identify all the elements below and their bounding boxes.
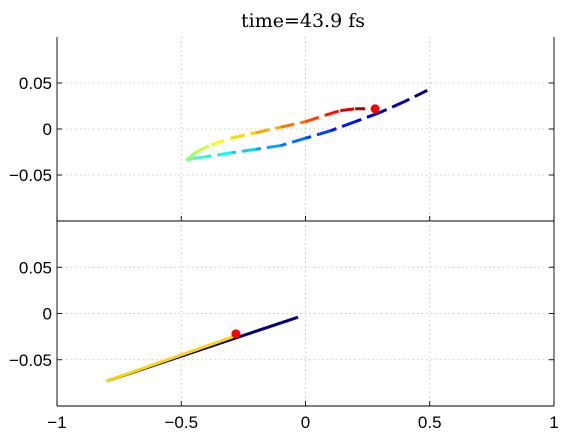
- series-segment: [280, 136, 306, 147]
- chart-title: time=43.9 fs: [241, 10, 365, 32]
- position-marker: [370, 104, 380, 114]
- y-tick-label: 0: [43, 120, 52, 139]
- series-segment: [195, 143, 212, 154]
- position-marker: [231, 329, 241, 339]
- y-tick-label: 0.05: [19, 74, 52, 93]
- y-tick-label: 0: [43, 305, 52, 324]
- series-segment: [205, 151, 232, 159]
- series-segment: [255, 144, 281, 151]
- series-segment: [324, 109, 341, 117]
- series-segment: [255, 125, 281, 135]
- top-panel: 0.05 0 −0.05: [9, 37, 555, 222]
- series-segment: [230, 131, 257, 140]
- series-segment: [305, 113, 326, 124]
- series-segment: [354, 111, 381, 124]
- y-tick-label: 0.05: [19, 258, 52, 277]
- series-segment: [185, 150, 198, 162]
- series-segment: [329, 120, 356, 133]
- x-tick-label: 0.5: [418, 413, 442, 432]
- y-tick-label: −0.05: [9, 166, 52, 185]
- x-tick-label: −1: [47, 413, 66, 432]
- bottom-panel: 0.05 0 −0.05 −1 −0.5 0 0.5 1: [9, 221, 559, 432]
- series-segment: [193, 155, 207, 160]
- y-tick-label: −0.05: [9, 351, 52, 370]
- series-segment: [106, 334, 237, 383]
- series-segment: [404, 89, 428, 103]
- x-tick-label: 0: [301, 413, 310, 432]
- x-tick-label: −0.5: [164, 413, 198, 432]
- series-segment: [210, 136, 232, 147]
- series-segment: [379, 100, 406, 114]
- x-tick-label: 1: [549, 413, 558, 432]
- series-segment: [305, 129, 331, 140]
- series-segment: [280, 120, 306, 129]
- series-segment: [340, 107, 356, 113]
- series-segment: [230, 147, 257, 155]
